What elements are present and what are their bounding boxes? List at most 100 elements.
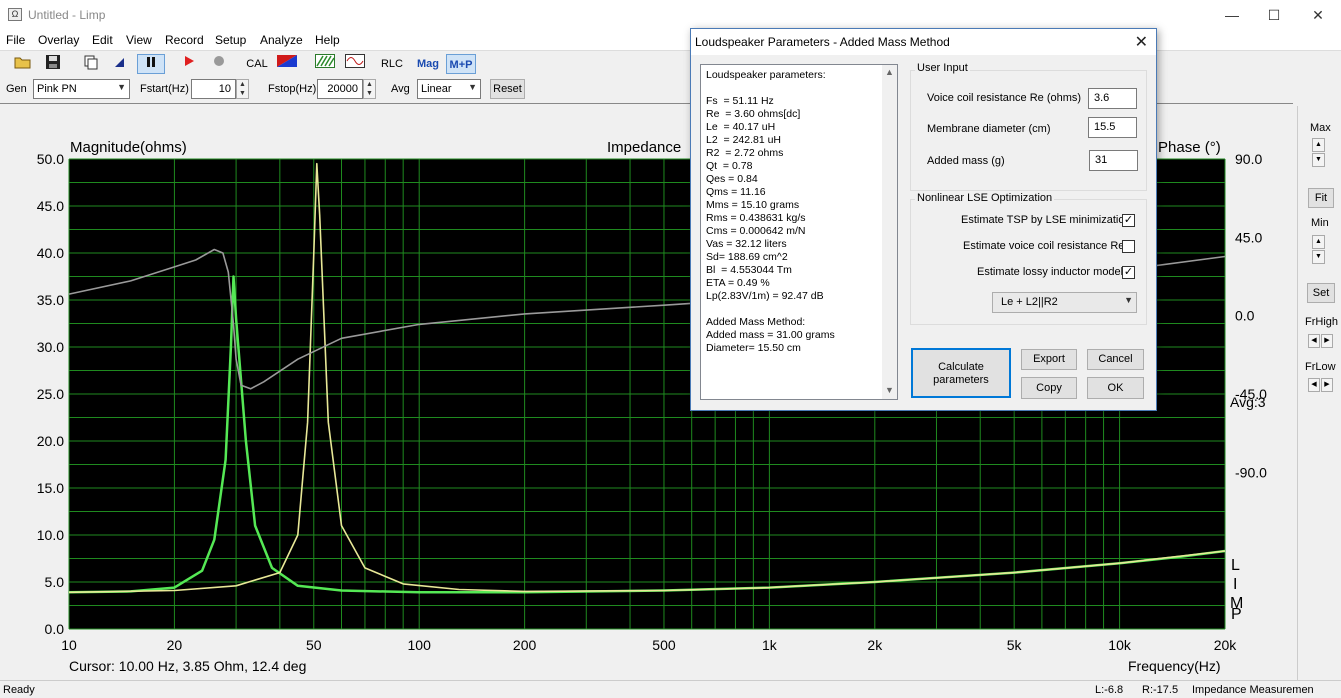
cursor-readout: Cursor: 10.00 Hz, 3.85 Ohm, 12.4 deg xyxy=(69,658,306,674)
avg-label: Avg xyxy=(391,83,410,95)
minimize-button[interactable]: — xyxy=(1225,7,1239,23)
status-mode: Impedance Measuremen xyxy=(1192,684,1314,696)
calculate-line-1: Calculate xyxy=(938,361,984,373)
fstart-spinner[interactable]: ▲ ▼ xyxy=(236,79,249,99)
gen-label: Gen xyxy=(6,83,27,95)
added-mass-label: Added mass (g) xyxy=(927,155,1005,167)
avg-count: Avg:3 xyxy=(1230,394,1266,410)
max-label: Max xyxy=(1310,122,1331,134)
reset-button[interactable]: Reset xyxy=(490,79,525,99)
open-folder-icon[interactable] xyxy=(12,54,34,74)
rlc-button[interactable]: RLC xyxy=(380,58,403,70)
close-button[interactable]: ✕ xyxy=(1312,7,1324,23)
diameter-input[interactable]: 15.5 xyxy=(1088,117,1137,138)
estimate-tsp-checkbox[interactable]: ✓ xyxy=(1122,214,1135,227)
app-icon: Ω xyxy=(8,8,22,21)
menu-edit[interactable]: Edit xyxy=(92,33,113,47)
frlow-right-icon[interactable]: ▶ xyxy=(1321,378,1333,392)
waveform-colors-icon[interactable] xyxy=(275,54,299,74)
menu-setup[interactable]: Setup xyxy=(215,33,247,47)
y-tick-label: 40.0 xyxy=(37,245,64,261)
magnitude-phase-button[interactable]: M+P xyxy=(446,54,476,74)
menu-view[interactable]: View xyxy=(126,33,152,47)
close-icon[interactable]: ✕ xyxy=(1134,34,1148,51)
cancel-button[interactable]: Cancel xyxy=(1087,349,1144,370)
max-up-icon[interactable]: ▲ xyxy=(1312,138,1325,152)
menu-overlay[interactable]: Overlay xyxy=(38,33,80,47)
x-tick-label: 100 xyxy=(408,637,432,653)
min-down-icon[interactable]: ▼ xyxy=(1312,250,1325,264)
x-tick-label: 10k xyxy=(1108,637,1132,653)
inductor-model-value: Le + L2||R2 xyxy=(1001,296,1058,308)
added-mass-input[interactable]: 31 xyxy=(1089,150,1138,171)
calculate-parameters-button[interactable]: Calculate parameters xyxy=(911,348,1011,398)
scroll-down-icon[interactable]: ▼ xyxy=(885,385,894,395)
min-label: Min xyxy=(1311,217,1329,229)
save-icon[interactable] xyxy=(42,54,64,74)
frhigh-label: FrHigh xyxy=(1305,316,1339,328)
y2-axis-title: Phase (°) xyxy=(1158,139,1221,156)
limp-letter-m: M xyxy=(1230,595,1243,612)
record-icon[interactable] xyxy=(208,54,230,74)
diameter-label: Membrane diameter (cm) xyxy=(927,123,1051,135)
play-icon[interactable] xyxy=(178,54,200,74)
user-input-label: User Input xyxy=(915,62,970,74)
generator-value: Pink PN xyxy=(37,83,77,95)
calibrate-button[interactable]: CAL xyxy=(246,58,268,70)
overlay-stripes-icon[interactable] xyxy=(313,54,337,74)
inductor-model-select[interactable]: Le + L2||R2 ▼ xyxy=(992,292,1137,313)
x-tick-label: 10 xyxy=(61,637,77,653)
right-panel: Max ▲ ▼ Fit Min ▲ ▼ Set FrHigh ◀ ▶ FrLow… xyxy=(1297,106,1341,680)
estimate-tsp-label: Estimate TSP by LSE minimization xyxy=(961,214,1131,226)
magnitude-button[interactable]: Mag xyxy=(417,58,439,70)
maximize-button[interactable]: ☐ xyxy=(1267,7,1281,23)
y-tick-label: 25.0 xyxy=(37,386,64,402)
y-tick-label: 50.0 xyxy=(37,151,64,167)
fit-button[interactable]: Fit xyxy=(1308,188,1334,208)
menu-file[interactable]: File xyxy=(6,33,26,47)
sine-wave-icon[interactable] xyxy=(343,54,367,74)
ok-button[interactable]: OK xyxy=(1087,377,1144,399)
menu-record[interactable]: Record xyxy=(165,33,204,47)
frhigh-right-icon[interactable]: ▶ xyxy=(1321,334,1333,348)
export-button[interactable]: Export xyxy=(1021,349,1077,370)
y-ticks: 50.0 45.0 40.0 35.0 30.0 25.0 20.0 15.0 10.0 5.0 0… xyxy=(37,151,64,637)
generator-select[interactable]: Pink PN ▼ xyxy=(33,79,130,99)
fstart-input[interactable]: 10 xyxy=(191,79,236,99)
copy-button[interactable]: Copy xyxy=(1021,377,1077,399)
status-bar: Ready L:-6.8 R:-17.5 Impedance Measureme… xyxy=(0,680,1341,698)
parameters-scrollbar[interactable]: ▲ ▼ xyxy=(882,65,897,399)
fstart-label: Fstart(Hz) xyxy=(140,83,189,95)
averaging-select[interactable]: Linear ▼ xyxy=(417,79,481,99)
max-down-icon[interactable]: ▼ xyxy=(1312,153,1325,167)
cursor-icon[interactable] xyxy=(108,54,130,74)
fstop-spinner[interactable]: ▲ ▼ xyxy=(363,79,376,99)
scroll-up-icon[interactable]: ▲ xyxy=(885,67,894,77)
y-tick-label: 30.0 xyxy=(37,339,64,355)
x-ticks: 10 20 50 100 200 500 1k 2k 5k 10k 20k xyxy=(61,637,1237,653)
fstop-input[interactable]: 20000 xyxy=(317,79,363,99)
dialog-title-bar: Loudspeaker Parameters - Added Mass Meth… xyxy=(691,29,1156,55)
calculate-line-2: parameters xyxy=(933,374,989,386)
frlow-left-icon[interactable]: ◀ xyxy=(1308,378,1320,392)
chevron-down-icon: ▼ xyxy=(117,82,126,92)
parameters-textbox[interactable]: Loudspeaker parameters: Fs = 51.11 Hz Re… xyxy=(700,64,898,400)
lossy-inductor-checkbox[interactable]: ✓ xyxy=(1122,266,1135,279)
frlow-label: FrLow xyxy=(1305,361,1336,373)
min-up-icon[interactable]: ▲ xyxy=(1312,235,1325,249)
pause-icon[interactable] xyxy=(137,54,165,74)
frhigh-left-icon[interactable]: ◀ xyxy=(1308,334,1320,348)
menu-help[interactable]: Help xyxy=(315,33,340,47)
y-tick-label: 5.0 xyxy=(45,574,65,590)
menu-analyze[interactable]: Analyze xyxy=(260,33,303,47)
window-title: Untitled - Limp xyxy=(28,8,106,22)
y2-tick-label: 90.0 xyxy=(1235,151,1262,167)
re-input[interactable]: 3.6 xyxy=(1088,88,1137,109)
copy-icon[interactable] xyxy=(80,54,102,74)
x-tick-label: 20 xyxy=(167,637,183,653)
limp-letter-i: I xyxy=(1233,576,1237,593)
y-tick-label: 35.0 xyxy=(37,292,64,308)
estimate-re-checkbox[interactable] xyxy=(1122,240,1135,253)
x-tick-label: 500 xyxy=(652,637,676,653)
set-button[interactable]: Set xyxy=(1307,283,1335,303)
